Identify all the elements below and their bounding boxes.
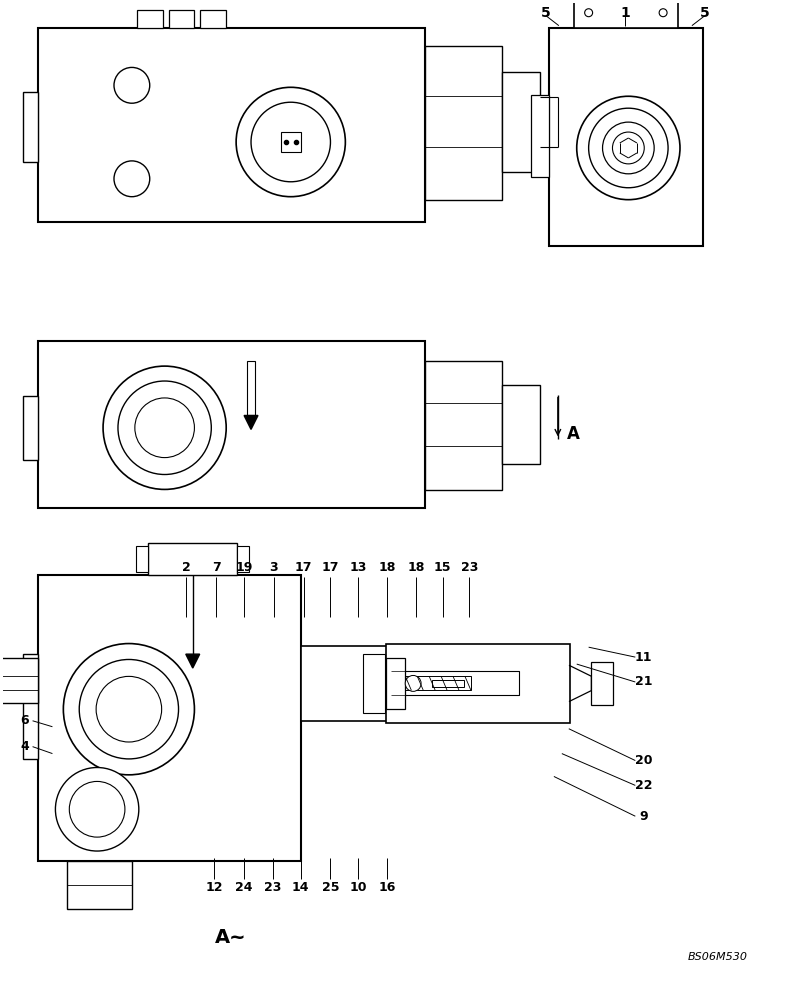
Text: 6: 6: [21, 714, 29, 727]
Polygon shape: [186, 654, 200, 668]
Bar: [401, 676, 471, 690]
Text: 5: 5: [700, 6, 710, 20]
Text: 25: 25: [322, 881, 339, 894]
Bar: [136, 546, 148, 572]
Bar: [390, 671, 520, 695]
Bar: [37, 341, 425, 508]
Bar: [301, 646, 400, 721]
Circle shape: [63, 644, 194, 775]
Bar: [247, 361, 255, 415]
Text: A: A: [567, 425, 581, 443]
Bar: [238, 546, 249, 572]
Bar: [363, 654, 385, 713]
Text: 2: 2: [182, 561, 191, 574]
Text: 11: 11: [634, 651, 652, 664]
Text: 13: 13: [349, 561, 367, 574]
Bar: [432, 680, 464, 687]
Text: 4: 4: [21, 740, 29, 753]
Bar: [169, 10, 194, 28]
Circle shape: [588, 108, 668, 188]
Bar: [425, 46, 502, 200]
Text: 1: 1: [620, 6, 630, 20]
Bar: [281, 132, 301, 152]
Bar: [0, 658, 37, 703]
Bar: [37, 575, 301, 861]
Text: 22: 22: [634, 779, 652, 792]
Text: A~: A~: [215, 928, 247, 947]
Bar: [531, 95, 549, 177]
Bar: [592, 662, 613, 705]
Circle shape: [55, 768, 139, 851]
Text: 3: 3: [269, 561, 278, 574]
Bar: [23, 654, 37, 759]
Text: 5: 5: [541, 6, 550, 20]
Bar: [37, 28, 425, 222]
Text: 23: 23: [265, 881, 282, 894]
Text: 23: 23: [461, 561, 478, 574]
Circle shape: [103, 366, 227, 489]
Circle shape: [96, 676, 162, 742]
Text: 7: 7: [212, 561, 221, 574]
Circle shape: [577, 96, 680, 200]
Circle shape: [114, 67, 150, 103]
Text: 15: 15: [434, 561, 451, 574]
Text: 10: 10: [349, 881, 367, 894]
Bar: [200, 10, 227, 28]
Bar: [23, 396, 37, 460]
Bar: [386, 644, 569, 723]
Text: 17: 17: [322, 561, 339, 574]
Bar: [23, 92, 37, 162]
Bar: [425, 361, 502, 490]
Circle shape: [79, 659, 178, 759]
Text: 24: 24: [235, 881, 253, 894]
Circle shape: [114, 161, 150, 197]
Bar: [67, 861, 131, 909]
Text: 14: 14: [292, 881, 310, 894]
Text: 20: 20: [634, 754, 652, 767]
Text: 16: 16: [379, 881, 396, 894]
Bar: [502, 72, 540, 172]
Circle shape: [135, 398, 194, 458]
Circle shape: [251, 102, 330, 182]
Circle shape: [118, 381, 211, 475]
Bar: [502, 385, 540, 464]
Bar: [573, 0, 678, 28]
Circle shape: [236, 87, 345, 197]
Bar: [137, 10, 162, 28]
Bar: [549, 28, 703, 246]
Bar: [148, 543, 238, 575]
Circle shape: [584, 9, 592, 17]
Text: 9: 9: [639, 810, 648, 823]
Text: 17: 17: [295, 561, 312, 574]
Bar: [386, 658, 406, 709]
Circle shape: [659, 9, 667, 17]
Text: 12: 12: [206, 881, 223, 894]
Circle shape: [70, 781, 125, 837]
Polygon shape: [244, 415, 258, 429]
Circle shape: [612, 132, 644, 164]
Text: BS06M530: BS06M530: [687, 952, 748, 962]
Circle shape: [603, 122, 654, 174]
Text: 19: 19: [235, 561, 253, 574]
Text: 18: 18: [407, 561, 425, 574]
Text: 21: 21: [634, 675, 652, 688]
Text: 18: 18: [379, 561, 396, 574]
Circle shape: [406, 675, 421, 691]
